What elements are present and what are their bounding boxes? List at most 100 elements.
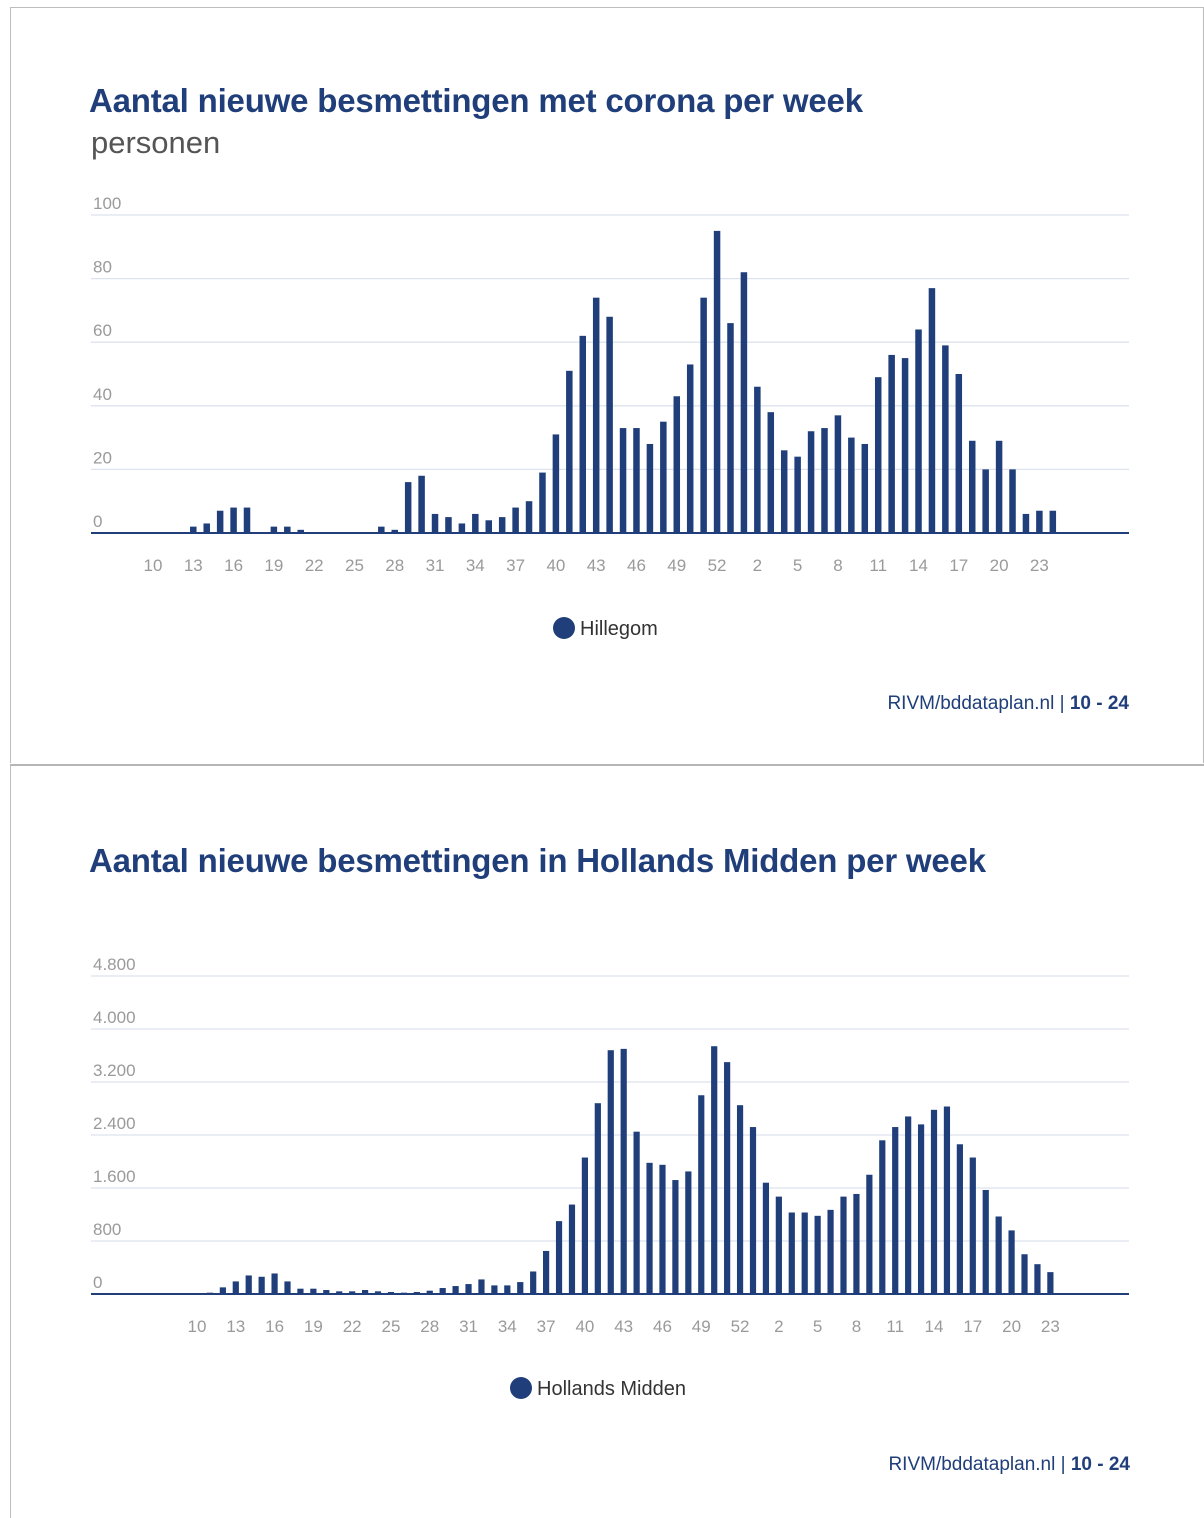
bar [452, 1286, 459, 1294]
chart-title: Aantal nieuwe besmettingen met corona pe… [89, 82, 863, 119]
bar [530, 1271, 537, 1294]
bar [780, 450, 788, 533]
bar [673, 396, 681, 533]
x-tick-label: 10 [188, 1317, 207, 1336]
bar [633, 1131, 640, 1294]
x-tick-label: 23 [1030, 556, 1049, 575]
bar [445, 517, 452, 533]
bar [762, 1182, 770, 1294]
bar [943, 1106, 951, 1294]
bar [439, 1288, 446, 1294]
bar [633, 428, 640, 533]
bar [418, 475, 425, 533]
y-tick-label: 2.400 [93, 1114, 136, 1133]
x-tick-label: 16 [224, 556, 243, 575]
source-text: RIVM/bddataplan.nl [887, 693, 1055, 714]
source-credit: RIVM/bddataplan.nl | 10 - 24 [887, 693, 1129, 714]
y-tick-label: 20 [93, 448, 112, 467]
bar [568, 1204, 576, 1294]
bar [801, 1212, 808, 1294]
bar [230, 507, 237, 533]
x-tick-label: 52 [708, 556, 727, 575]
x-tick-label: 5 [813, 1317, 822, 1336]
bar [698, 1095, 705, 1294]
legend-label: Hillegom [580, 618, 658, 640]
x-tick-label: 16 [265, 1317, 284, 1336]
bar [458, 523, 466, 533]
x-tick-label: 5 [793, 556, 802, 575]
bar [874, 377, 882, 533]
x-tick-label: 25 [381, 1317, 400, 1336]
bar [284, 526, 291, 533]
bar [592, 297, 600, 533]
bar [834, 415, 842, 533]
x-tick-label: 37 [506, 556, 525, 575]
bar [853, 1193, 860, 1294]
y-tick-label: 4.800 [93, 955, 136, 974]
x-tick-label: 10 [144, 556, 163, 575]
y-tick-label: 1.600 [93, 1167, 136, 1186]
x-tick-label: 28 [420, 1317, 439, 1336]
bar [478, 1279, 485, 1294]
bar [775, 1196, 782, 1294]
chart-title: Aantal nieuwe besmettingen in Hollands M… [89, 842, 986, 879]
x-tick-label: 43 [614, 1317, 633, 1336]
y-tick-label: 4.000 [93, 1008, 136, 1027]
bar [504, 1285, 511, 1294]
x-tick-label: 20 [1002, 1317, 1021, 1336]
bar [672, 1180, 679, 1294]
x-tick-label: 17 [949, 556, 968, 575]
x-tick-label: 25 [345, 556, 364, 575]
bar [1034, 1264, 1041, 1294]
bar [606, 316, 613, 533]
bar [659, 1164, 666, 1294]
bar [700, 297, 707, 533]
bar [555, 1221, 563, 1294]
bar [888, 354, 895, 533]
bar [866, 1174, 873, 1294]
bar [807, 431, 815, 533]
bar [297, 529, 304, 533]
x-tick-label: 8 [852, 1317, 861, 1336]
bar [814, 1215, 821, 1294]
bar [1008, 1230, 1015, 1294]
bar [491, 1285, 498, 1294]
bar [821, 428, 828, 533]
x-tick-label: 40 [546, 556, 565, 575]
bar [349, 1291, 356, 1294]
bar [378, 526, 385, 533]
bar [566, 370, 573, 533]
bar [848, 437, 855, 533]
bar [391, 529, 398, 533]
bar [685, 1171, 692, 1294]
bar [740, 272, 748, 533]
bar [361, 1290, 369, 1294]
x-tick-label: 31 [426, 556, 445, 575]
x-tick-label: 13 [226, 1317, 245, 1336]
bar [982, 1189, 989, 1294]
x-tick-label: 11 [886, 1317, 904, 1336]
bar [930, 1109, 938, 1294]
x-tick-label: 28 [385, 556, 404, 575]
bar [485, 520, 492, 533]
bar [271, 1273, 278, 1294]
x-tick-label: 31 [459, 1317, 478, 1336]
bar [517, 1282, 524, 1294]
x-tick-label: 34 [466, 556, 485, 575]
bar [982, 469, 989, 533]
x-tick-label: 52 [731, 1317, 750, 1336]
bar [607, 1050, 614, 1294]
source-text: RIVM/bddataplan.nl [888, 1454, 1056, 1475]
bar [297, 1288, 304, 1294]
bar [190, 526, 197, 533]
bar [711, 1046, 718, 1294]
x-tick-label: 22 [343, 1317, 362, 1336]
bar [928, 288, 936, 533]
bar [879, 1140, 886, 1294]
bar [323, 1290, 330, 1294]
x-tick-label: 34 [498, 1317, 517, 1336]
x-tick-label: 37 [537, 1317, 556, 1336]
bar [713, 230, 721, 533]
